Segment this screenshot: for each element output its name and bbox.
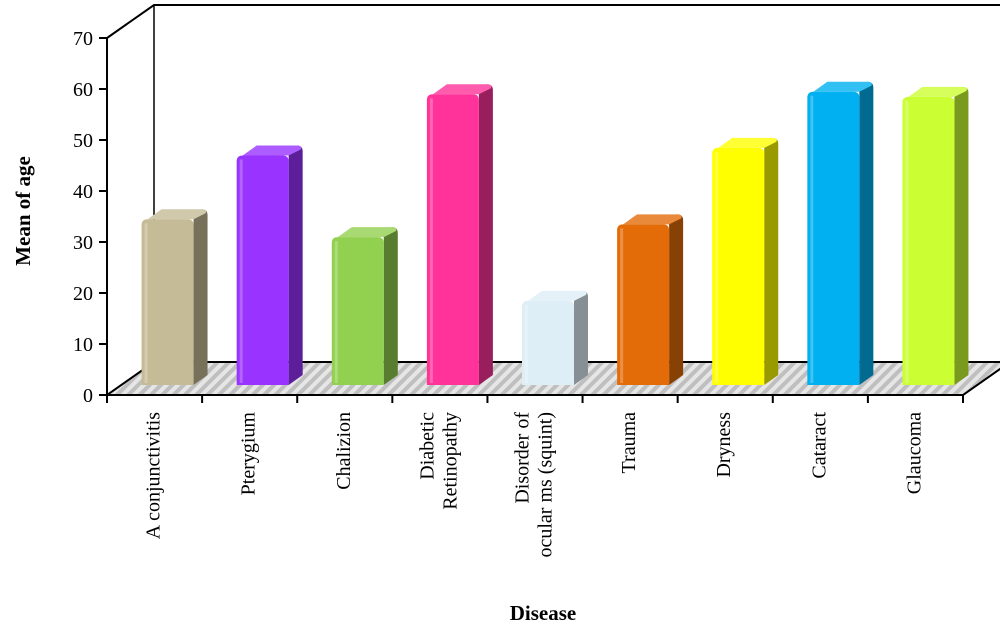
- bar-highlight: [620, 228, 624, 383]
- bar-side-face: [478, 84, 493, 386]
- bar-side-face: [574, 290, 588, 385]
- bar: [902, 86, 969, 385]
- bar-highlight: [715, 151, 719, 383]
- bar-highlight: [239, 159, 243, 383]
- bar-side-face: [193, 209, 208, 385]
- y-tick-label: 50: [73, 130, 93, 152]
- x-category-label-line: Retinopathy: [439, 412, 461, 510]
- x-category-label: Cataract: [808, 412, 830, 479]
- bar-highlight: [905, 100, 909, 383]
- y-axis-title: Mean of age: [11, 156, 35, 266]
- bar-highlight: [525, 304, 528, 383]
- bar-top-face: [718, 137, 777, 148]
- bar-top-face: [147, 209, 207, 220]
- bar-side-face: [859, 81, 874, 385]
- x-category-label-line: Dryness: [713, 412, 735, 478]
- bar-highlight: [429, 98, 433, 384]
- x-category-label-line: Cataract: [808, 412, 830, 479]
- x-category-label-line: A conjunctivitis: [143, 412, 165, 539]
- bar-top-face: [432, 84, 492, 95]
- bar-top-face: [337, 227, 397, 238]
- bar-front-face: [807, 91, 860, 385]
- bar-top-face: [623, 214, 682, 225]
- x-category-label: DiabeticRetinopathy: [416, 412, 461, 510]
- x-category-label: Trauma: [618, 412, 640, 474]
- y-tick-label: 70: [73, 28, 93, 50]
- bar: [331, 227, 398, 385]
- bar-highlight: [810, 95, 814, 383]
- x-category-label-line: Glaucoma: [903, 412, 925, 494]
- x-category-label-line: Diabetic: [416, 412, 438, 480]
- bar-side-face: [383, 227, 398, 385]
- x-category-label-line: Trauma: [618, 412, 640, 474]
- x-category-label-line: Pterygium: [238, 412, 260, 496]
- bar-side-face: [288, 145, 303, 385]
- y-tick-label: 60: [73, 79, 93, 101]
- bar: [426, 84, 493, 386]
- bar: [807, 81, 874, 385]
- bar-side-face: [954, 86, 969, 385]
- bar-front-face: [331, 237, 384, 385]
- bar-front-face: [712, 147, 765, 385]
- bar-top-face: [813, 81, 872, 92]
- bar-front-face: [236, 155, 289, 385]
- bar-front-face: [426, 94, 479, 386]
- y-tick-label: 0: [83, 385, 93, 407]
- x-category-label: Dryness: [713, 412, 735, 478]
- bar-top-face: [242, 145, 302, 156]
- x-category-label: Chalizion: [333, 412, 355, 490]
- back-wall-top-edge: [106, 4, 1000, 39]
- x-category-label-line: Chalizion: [333, 412, 355, 490]
- bar-top-face: [908, 86, 967, 97]
- bar: [617, 214, 684, 385]
- x-category-label-line: ocular ms (squint): [535, 412, 557, 558]
- x-axis-title: Disease: [510, 601, 577, 625]
- x-category-label: Glaucoma: [903, 412, 925, 494]
- x-category-label-line: Disorder of: [512, 412, 534, 504]
- y-tick-label: 10: [73, 334, 93, 356]
- y-tick-label: 20: [73, 283, 93, 305]
- bar-side-face: [764, 137, 779, 385]
- x-category-label: Pterygium: [238, 412, 260, 496]
- bar-front-face: [617, 224, 670, 385]
- bar-top-face: [528, 290, 587, 301]
- x-category-label: Disorder ofocular ms (squint): [512, 412, 557, 558]
- bar-front-face: [522, 300, 574, 385]
- bar: [712, 137, 779, 385]
- x-category-label: A conjunctivitis: [143, 412, 165, 539]
- bar-highlight: [144, 223, 148, 383]
- bar: [522, 290, 588, 385]
- labels-group: 0 10 20 30 40 50 60 70 A conjunctivitis Pterygium…: [73, 28, 925, 558]
- bar-front-face: [902, 96, 955, 385]
- bars-group: [141, 81, 969, 386]
- y-tick-label: 40: [73, 181, 93, 203]
- bar-front-face: [141, 219, 194, 385]
- y-tick-label: 30: [73, 232, 93, 254]
- bar: [141, 209, 208, 385]
- chart-axes: [99, 37, 964, 403]
- bar: [236, 145, 303, 385]
- bar-highlight: [334, 241, 338, 383]
- bar-side-face: [669, 214, 684, 385]
